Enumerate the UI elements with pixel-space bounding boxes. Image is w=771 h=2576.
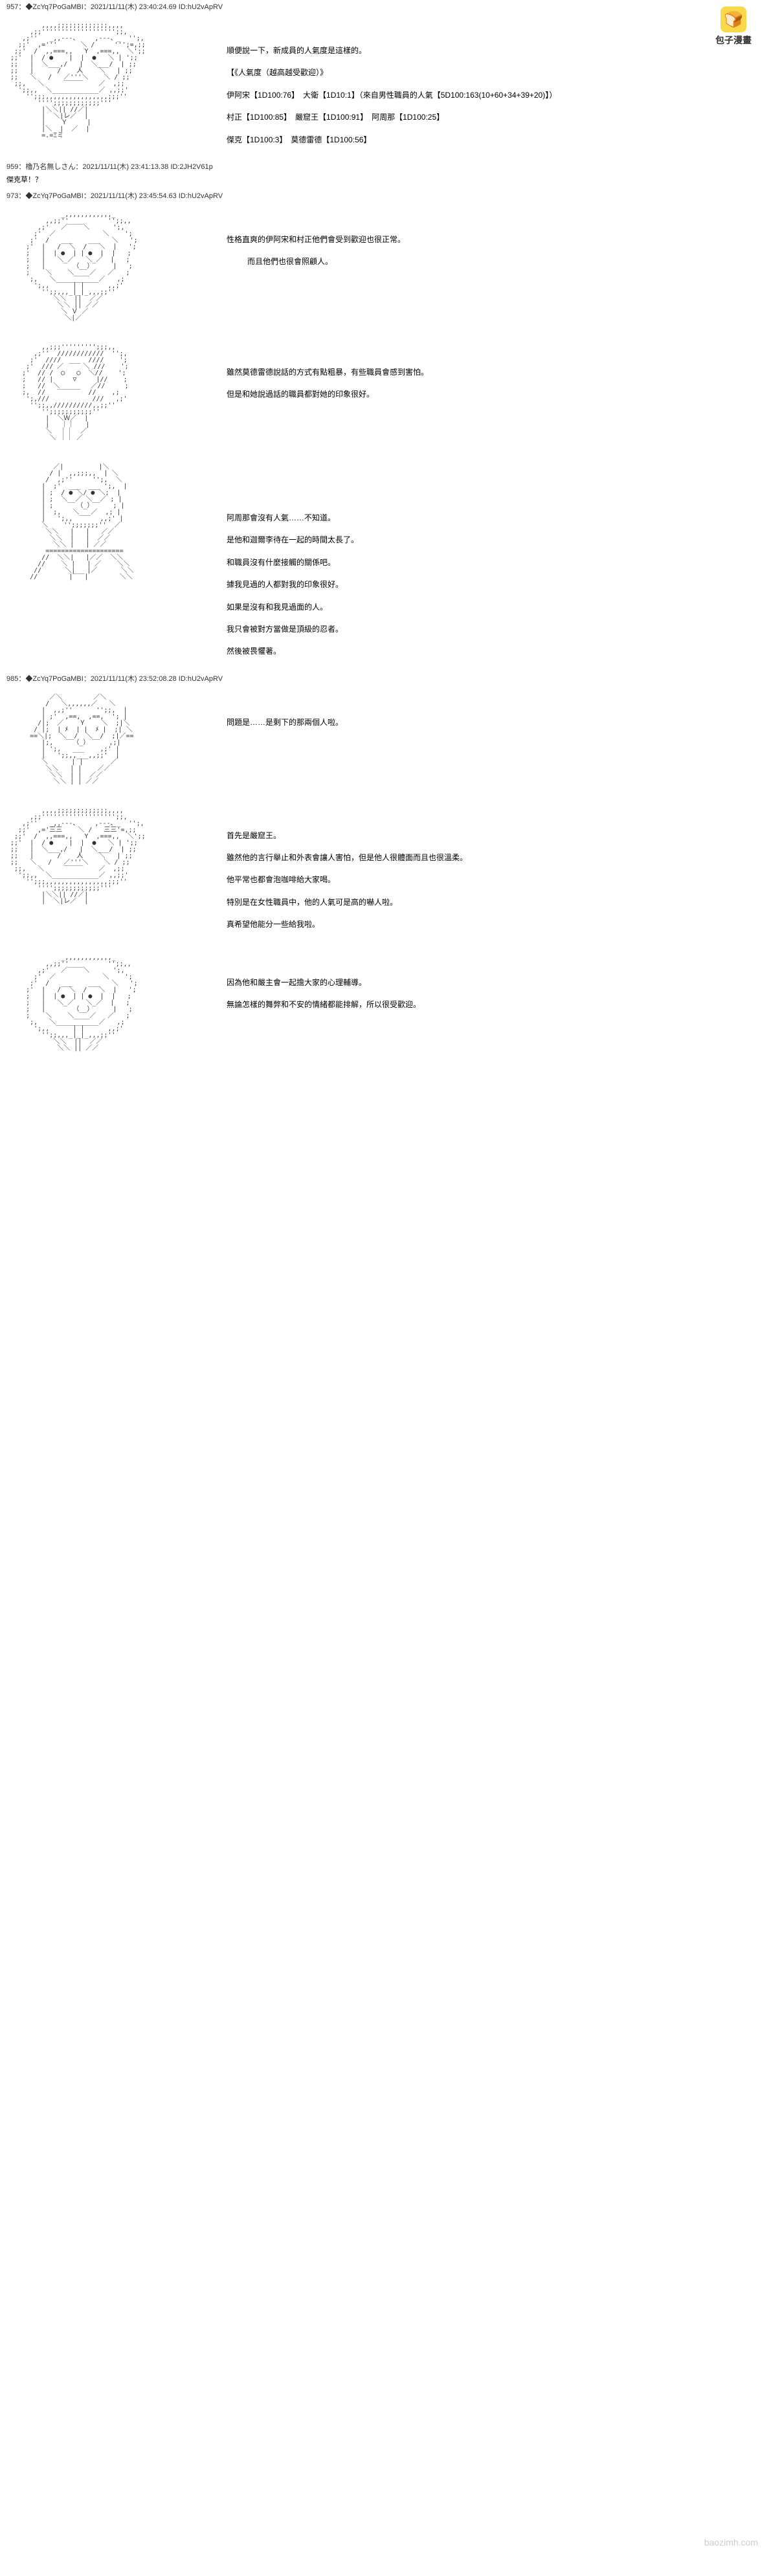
dialogue-line: 然後被畏懼著。 [227, 643, 359, 660]
dialogue-line: 無論怎樣的舞弊和不安的情緒都能排解，所以很受歡迎。 [227, 996, 421, 1013]
dialogue-line: 是他和迦爾李待在一起的時間太長了。 [227, 531, 359, 548]
dialogue-block: 雖然莫德雷德說話的方式有點粗暴，有些職員會感到害怕。 但是和她說過話的職員都對她… [227, 364, 429, 408]
post-header: 973：◆ZcYq7PoGaMBI：2021/11/11(木) 23:45:54… [0, 189, 771, 202]
dialogue-line: 據我見過的人都對我的印象很好。 [227, 576, 359, 593]
dialogue-line: 【《人氣度（越高越受歡迎）》 [227, 64, 557, 81]
dialogue-line: 傑克【1D100:3】 莫德雷德【1D100:56】 [227, 131, 557, 148]
post-header: 957：◆ZcYq7PoGaMBI：2021/11/11(木) 23:40:24… [0, 0, 771, 13]
ascii-art-portrait: ,,,,;;;;;;;;;;;;;,,,, ,;;'''''''''''''''… [6, 801, 188, 911]
watermark: baozimh.com [704, 2537, 758, 2548]
dialogue-line: 因為他和嚴主會一起擔大家的心理輔導。 [227, 974, 421, 991]
dialogue-line: 雖然他的言行舉止和外表會讓人害怕，但是他人很體面而且也很溫柔。 [227, 849, 467, 866]
dialogue-block: 因為他和嚴主會一起擔大家的心理輔導。 無論怎樣的舞弊和不安的情緒都能排解，所以很… [227, 974, 421, 1019]
dialogue-line: 伊阿宋【1D100:76】 大衛【1D10:1】（來自男性職員的人氣【5D100… [227, 87, 557, 104]
dialogue-line: 性格直爽的伊阿宋和村正他們會受到歡迎也很正常。 [227, 231, 405, 248]
dialogue-block: 阿周那會沒有人氣……不知道。 是他和迦爾李待在一起的時間太長了。 和職員沒有什麼… [227, 509, 359, 665]
post: 957：◆ZcYq7PoGaMBI：2021/11/11(木) 23:40:24… [0, 0, 771, 157]
dialogue-line: 和職員沒有什麼接觸的關係吧。 [227, 554, 359, 571]
dialogue-block: 問題是……是剩下的那兩個人啦。 [227, 714, 343, 736]
post: 973：◆ZcYq7PoGaMBI：2021/11/11(木) 23:45:54… [0, 189, 771, 331]
dialogue-line: 特別是在女性職員中，他的人氣可是高的嚇人啦。 [227, 894, 467, 911]
ascii-art-portrait: _,,,,,,,,,,,,_ ,,;;'' '';;,, ,;' ／‾‾‾‾＼ … [6, 948, 188, 1058]
dialogue-block: 首先是嚴窟王。 雖然他的言行舉止和外表會讓人害怕，但是他人很體面而且也很溫柔。 … [227, 827, 467, 938]
dialogue-line: 順便說一下，新成員的人氣度是這樣的。 [227, 42, 557, 59]
post-header: 985：◆ZcYq7PoGaMBI：2021/11/11(木) 23:52:08… [0, 672, 771, 685]
dialogue-line: 阿周那會沒有人氣……不知道。 [227, 509, 359, 526]
simple-reply: 傑克草！？ [0, 173, 771, 186]
dialogue-line: 我只會被對方當做是頂級的忍者。 [227, 621, 359, 638]
dialogue-line: 他平常也都會泡咖啡給大家喝。 [227, 871, 467, 888]
post-header: 959：櫓乃名無しさん：2021/11/11(木) 23:41:13.38 ID… [0, 160, 771, 173]
dialogue-line: 村正【1D100:85】 嚴窟王【1D100:91】 阿周那【1D100:25】 [227, 109, 557, 126]
dialogue-line: 真希望他能分一些給我啦。 [227, 916, 467, 933]
dialogue-line: 雖然莫德雷德說話的方式有點粗暴，有些職員會感到害怕。 [227, 364, 429, 381]
ascii-art-portrait: ,,,,;;;;;;;;;;;;;,,,, ,;;'''''''''''''''… [6, 16, 188, 146]
post: 985：◆ZcYq7PoGaMBI：2021/11/11(木) 23:52:08… [0, 672, 771, 795]
ascii-art-portrait: ／＼ ／＼ / ＼,,,,,,／ ＼ | ,,;'' '';;, | | ;' … [6, 688, 188, 792]
dialogue-line: 如果是沒有和我見過面的人。 [227, 599, 359, 616]
dialogue-line: 但是和她說過話的職員都對她的印象很好。 [227, 386, 429, 403]
dialogue-line: 首先是嚴窟王。 [227, 827, 467, 844]
post: ,,;;;''''''''';;;,, ,;'' //////////// ''… [0, 335, 771, 451]
post: ／| |＼ / | ,,;;;,, | ＼ / ,;'' '';, ＼ | ;'… [0, 454, 771, 669]
dialogue-block: 順便說一下，新成員的人氣度是這樣的。 【《人氣度（越高越受歡迎）》 伊阿宋【1D… [227, 42, 557, 153]
post: 959：櫓乃名無しさん：2021/11/11(木) 23:41:13.38 ID… [0, 160, 771, 186]
ascii-art-portrait: ,,;;;''''''''';;;,, ,;'' //////////// ''… [6, 338, 188, 448]
post: ,,,,;;;;;;;;;;;;;,,,, ,;;'''''''''''''''… [0, 798, 771, 942]
dialogue-line: 而且他們也很會照顧人。 [240, 253, 405, 270]
dialogue-block: 性格直爽的伊阿宋和村正他們會受到歡迎也很正常。 而且他們也很會照顧人。 [227, 231, 405, 276]
post: _,,,,,,,,,,,,_ ,,;;'' '';;,, ,;' ／‾‾‾‾＼ … [0, 945, 771, 1061]
ascii-art-portrait: _,,,,,,,,,,,,_ ,,;;'' '';;,, ,;' ／‾‾‾‾＼ … [6, 205, 188, 328]
ascii-art-portrait: ／| |＼ / | ,,;;;,, | ＼ / ,;'' '';, ＼ | ;'… [6, 458, 188, 587]
dialogue-line: 問題是……是剩下的那兩個人啦。 [227, 714, 343, 731]
